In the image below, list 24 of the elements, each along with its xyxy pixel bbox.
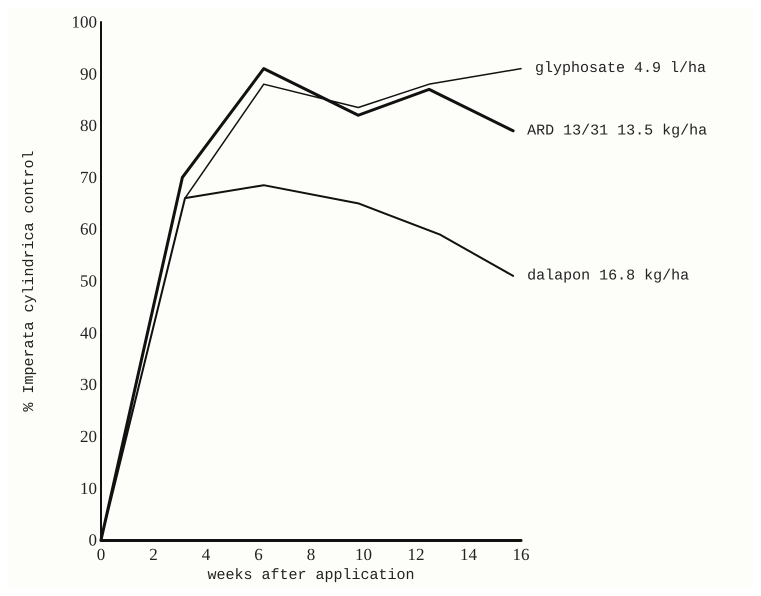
y-tick-label: 90 [80,64,97,84]
series-label: ARD 13/31 13.5 kg/ha [527,122,708,140]
y-tick-label: 0 [88,530,97,550]
y-tick-label: 40 [80,323,97,342]
x-tick-label: 14 [460,545,478,564]
x-tick-label: 6 [254,545,263,564]
series-label: glyphosate 4.9 l/ha [535,60,706,78]
y-tick-label: 30 [80,375,97,394]
x-axis-title: weeks after application [207,567,415,584]
y-tick-label: 100 [72,12,97,32]
x-tick-label: 12 [408,545,424,564]
y-tick-label: 50 [80,272,97,291]
x-tick-label: 2 [149,545,158,564]
x-tick-label: 4 [202,545,211,564]
y-tick-label: 20 [80,426,97,446]
x-tick-label: 8 [306,545,316,564]
x-tick-label: 16 [512,545,530,564]
x-tick-label: 10 [355,545,372,564]
y-tick-label: 80 [80,116,97,136]
series-label: dalapon 16.8 kg/ha [527,267,690,284]
y-tick-label: 70 [80,168,97,187]
y-tick-label: 10 [80,478,97,498]
y-axis-title: % Imperata cylindrica control [21,150,38,412]
y-tick-label: 60 [80,220,97,239]
